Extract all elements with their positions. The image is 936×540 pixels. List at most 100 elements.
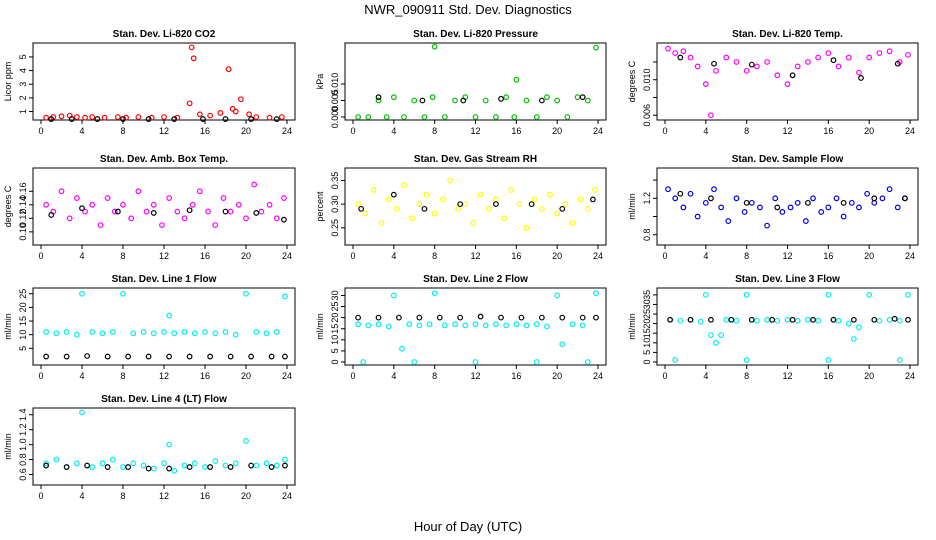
data-point (531, 196, 538, 203)
data-point (825, 50, 832, 56)
data-point (523, 322, 530, 329)
data-point (232, 108, 239, 115)
data-point (498, 314, 504, 321)
data-point (375, 97, 382, 104)
data-point (89, 464, 96, 470)
data-point (111, 208, 118, 215)
y-tick-label: 0.35 (330, 172, 340, 190)
data-point (743, 67, 750, 74)
data-point (166, 195, 173, 201)
data-point (150, 201, 157, 208)
data-point (253, 114, 260, 120)
x-tick-label: 8 (744, 251, 749, 261)
data-point (871, 316, 878, 323)
data-point (227, 464, 234, 470)
data-point (493, 201, 499, 208)
y-tick-label: 5 (18, 346, 28, 351)
data-point (741, 209, 748, 215)
data-point (569, 321, 576, 328)
y-tick-label: 0.6 (18, 468, 28, 481)
data-point (577, 196, 584, 203)
data-point (99, 330, 106, 337)
data-point (748, 61, 755, 68)
data-point (784, 81, 791, 88)
data-point (850, 316, 857, 323)
data-point (186, 100, 193, 107)
data-point (493, 196, 499, 203)
data-point (891, 315, 898, 322)
y-tick-label: 0.8 (642, 228, 652, 241)
data-point (99, 460, 106, 467)
data-point (73, 195, 80, 201)
data-point (94, 116, 101, 122)
data-point (764, 59, 770, 65)
data-point (390, 94, 397, 101)
data-point (390, 292, 397, 299)
panel-5: Stan. Dev. Gas Stream RH percent 0 4 8 12 16 20… (315, 154, 607, 261)
data-point (513, 76, 520, 83)
data-point (120, 116, 126, 122)
y-tick-label: 10 (330, 335, 340, 345)
data-point (815, 317, 822, 324)
data-point (73, 460, 80, 467)
data-point (171, 330, 178, 337)
x-tick-label: 12 (159, 491, 169, 501)
data-point (150, 210, 157, 216)
x-tick-label: 20 (552, 251, 562, 261)
x-tick-label: 24 (593, 126, 603, 136)
data-point (708, 195, 714, 202)
panel-title: Stan. Dev. Li-820 Temp. (732, 29, 843, 40)
x-tick-label: 20 (864, 371, 874, 381)
panel-9: Stan. Dev. Line 3 Flow ml/min 0 4 8 12 16 20 24 0… (627, 274, 919, 381)
data-point (677, 317, 684, 324)
data-point (161, 460, 167, 467)
x-tick-label: 4 (79, 491, 84, 501)
y-axis-label: degrees C (3, 185, 13, 227)
data-point (805, 59, 811, 65)
data-point (253, 210, 260, 216)
data-point (672, 195, 679, 202)
x-tick-label: 8 (744, 126, 749, 136)
data-point (784, 316, 791, 323)
data-point (733, 59, 740, 65)
x-tick-label: 20 (864, 126, 874, 136)
data-point (564, 114, 571, 120)
data-point (493, 114, 499, 120)
data-point (222, 208, 229, 215)
data-point (472, 359, 479, 365)
data-point (441, 322, 448, 329)
data-point (769, 316, 776, 323)
panel-title: Stan. Dev. Line 2 Flow (423, 274, 528, 285)
data-point (396, 314, 402, 321)
data-point (708, 332, 714, 339)
data-point (743, 199, 750, 206)
data-point (794, 199, 801, 206)
y-tick-label: 25 (642, 309, 652, 319)
data-point (764, 222, 770, 229)
data-point (452, 321, 458, 328)
data-point (702, 199, 709, 206)
data-point (43, 114, 50, 121)
data-point (886, 48, 893, 55)
y-tick-label: 0.010 (330, 73, 340, 96)
data-point (43, 462, 50, 469)
data-point (708, 112, 714, 119)
data-point (789, 316, 796, 323)
panel-4: Stan. Dev. Amb. Box Temp. degrees C 0 4 8 12 1… (3, 154, 296, 261)
data-point (220, 195, 227, 201)
data-point (825, 204, 832, 211)
x-tick-label: 16 (200, 491, 210, 501)
data-point (439, 196, 446, 203)
data-point (677, 54, 684, 61)
data-point (503, 94, 510, 101)
data-point (708, 316, 714, 323)
data-point (493, 321, 499, 328)
data-point (533, 321, 540, 328)
plot-frame (656, 167, 919, 246)
x-tick-label: 4 (703, 126, 708, 136)
data-point (835, 63, 842, 70)
data-point (227, 208, 234, 215)
data-point (511, 114, 518, 120)
data-point (191, 460, 198, 467)
